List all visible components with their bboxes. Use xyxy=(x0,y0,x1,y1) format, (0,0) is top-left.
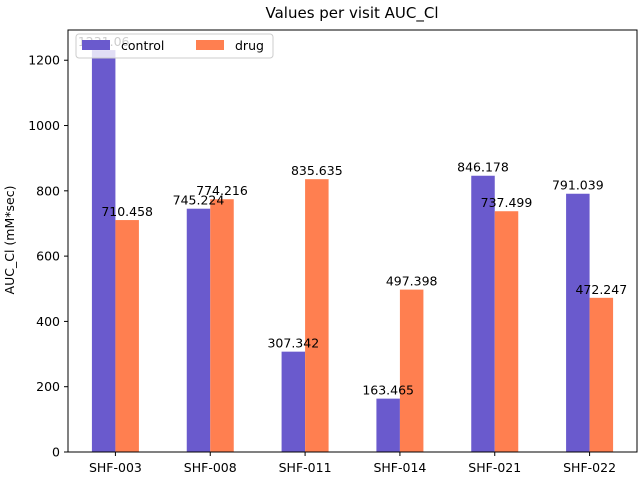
data-label-control-shf-021: 846.178 xyxy=(457,160,509,175)
bar-control-shf-022 xyxy=(566,193,590,452)
x-tick-label-shf-003: SHF-003 xyxy=(89,460,142,475)
y-tick-label-1000: 1000 xyxy=(28,118,60,133)
bar-drug-shf-014 xyxy=(399,289,424,452)
y-tick-label-0: 0 xyxy=(52,445,60,460)
bar-control-shf-011 xyxy=(281,351,306,452)
plot-frame xyxy=(67,29,638,453)
bar-control-shf-014 xyxy=(376,398,400,452)
legend: control drug xyxy=(75,33,274,59)
legend-label-control: control xyxy=(121,38,164,53)
bar-control-shf-003 xyxy=(91,50,116,453)
bar-drug-shf-021 xyxy=(494,211,519,452)
x-tick-label-shf-014: SHF-014 xyxy=(373,460,426,475)
bar-control-shf-021 xyxy=(471,175,495,453)
legend-swatch-drug xyxy=(196,40,224,50)
data-label-control-shf-011: 307.342 xyxy=(267,336,319,351)
bars-group xyxy=(91,50,614,453)
y-tick-label-600: 600 xyxy=(36,249,60,264)
data-label-drug-shf-021: 737.499 xyxy=(481,195,533,210)
data-label-drug-shf-003: 710.458 xyxy=(101,204,153,219)
x-tick-label-shf-011: SHF-011 xyxy=(279,460,332,475)
bar-drug-shf-003 xyxy=(115,220,139,452)
data-label-control-shf-014: 163.465 xyxy=(362,383,414,398)
x-tick-label-shf-021: SHF-021 xyxy=(468,460,521,475)
legend-swatch-control xyxy=(82,40,110,50)
data-label-control-shf-008: 745.224 xyxy=(173,193,225,208)
y-tick-label-400: 400 xyxy=(36,314,60,329)
x-tick-label-shf-008: SHF-008 xyxy=(184,460,237,475)
data-labels-group: 1231.06710.458745.224774.216307.342835.6… xyxy=(78,34,627,398)
y-axis: 0 200 400 600 800 1000 1200 xyxy=(28,53,68,460)
chart-title: Values per visit AUC_Cl xyxy=(266,4,439,23)
y-tick-label-1200: 1200 xyxy=(28,53,60,68)
y-axis-label: AUC_Cl (mM*sec) xyxy=(2,186,17,295)
bar-drug-shf-011 xyxy=(305,179,329,453)
y-tick-label-200: 200 xyxy=(36,379,60,394)
data-label-drug-shf-014: 497.398 xyxy=(386,274,438,289)
data-label-drug-shf-011: 835.635 xyxy=(291,163,343,178)
data-label-drug-shf-008: 774.216 xyxy=(196,183,248,198)
x-axis: SHF-003 SHF-008 SHF-011 SHF-014 SHF-021 SHF-0… xyxy=(89,452,616,475)
data-label-drug-shf-022: 472.247 xyxy=(575,282,627,297)
bar-drug-shf-022 xyxy=(589,297,614,452)
data-label-control-shf-022: 791.039 xyxy=(552,178,604,193)
bar-control-shf-008 xyxy=(186,208,211,452)
x-tick-label-shf-022: SHF-022 xyxy=(563,460,616,475)
bar-drug-shf-008 xyxy=(210,199,234,452)
y-tick-label-800: 800 xyxy=(36,183,60,198)
legend-label-drug: drug xyxy=(235,38,264,53)
